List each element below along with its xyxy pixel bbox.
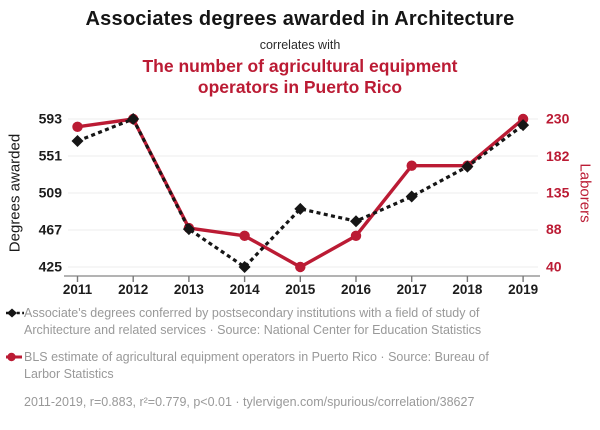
series-marker-diamond (405, 190, 418, 203)
plot-svg: 2011 2012 2013 2014 2015 2016 2017 2018 2019 593 5… (39, 111, 570, 298)
x-tick-label: 2017 (397, 282, 427, 297)
x-tick-label: 2015 (285, 282, 316, 297)
x-tick-label: 2016 (341, 282, 372, 297)
right-tick-label: 182 (546, 148, 570, 164)
right-tick-label: 88 (546, 221, 562, 237)
right-tick-label: 40 (546, 259, 562, 275)
x-tick-label: 2013 (174, 282, 205, 297)
left-tick-label: 593 (39, 111, 63, 127)
left-tick-label: 509 (39, 185, 63, 201)
series-marker-circle (239, 230, 250, 242)
chart-region: Degrees awarded Laborers 2011 2012 2013 201… (0, 98, 600, 303)
left-tick-label: 467 (39, 222, 63, 238)
series-marker-diamond (461, 160, 474, 173)
right-tick-label: 135 (546, 185, 570, 201)
legend-item-degrees: Associate's degrees conferred by postsec… (6, 305, 600, 338)
series-marker-circle (350, 230, 362, 242)
series-line-left (76, 117, 525, 269)
x-tick-label: 2012 (118, 282, 148, 297)
page-subtitle: The number of agricultural equipment ope… (142, 56, 458, 97)
page-title: Associates degrees awarded in Architectu… (85, 8, 515, 30)
series-marker-circle (517, 113, 529, 125)
series-marker-diamond (182, 223, 195, 236)
footer-stats: 2011-2019, r=0.883, r²=0.779, p<0.01 · t… (24, 395, 475, 409)
chart-legend: Associate's degrees conferred by postsec… (6, 305, 600, 382)
black-dashed-diamond-icon (6, 308, 24, 318)
series-marker-diamond (238, 261, 251, 273)
series-marker-diamond (294, 202, 307, 215)
legend-label-laborers: BLS estimate of agricultural equipment o… (24, 350, 489, 381)
x-tick-label: 2014 (230, 282, 261, 297)
series-marker-diamond (71, 135, 84, 148)
left-tick-label: 425 (39, 259, 63, 275)
red-line-circle-icon (6, 352, 22, 362)
legend-item-laborers: BLS estimate of agricultural equipment o… (6, 349, 600, 382)
correlates-with-text: correlates with (259, 38, 341, 52)
x-tick-label: 2019 (508, 282, 538, 297)
legend-label-degrees: Associate's degrees conferred by postsec… (24, 306, 482, 337)
left-tick-label: 551 (39, 148, 63, 164)
chart-header: Associates degrees awarded in Architectu… (0, 0, 600, 98)
x-tick-label: 2018 (452, 282, 483, 297)
x-tick-label: 2011 (63, 282, 93, 297)
series-marker-circle (295, 261, 306, 273)
series-marker-diamond (350, 215, 362, 228)
series-marker-circle (72, 121, 83, 132)
series-marker-diamond (127, 113, 140, 125)
series-marker-circle (406, 160, 417, 171)
right-tick-label: 230 (546, 111, 570, 127)
